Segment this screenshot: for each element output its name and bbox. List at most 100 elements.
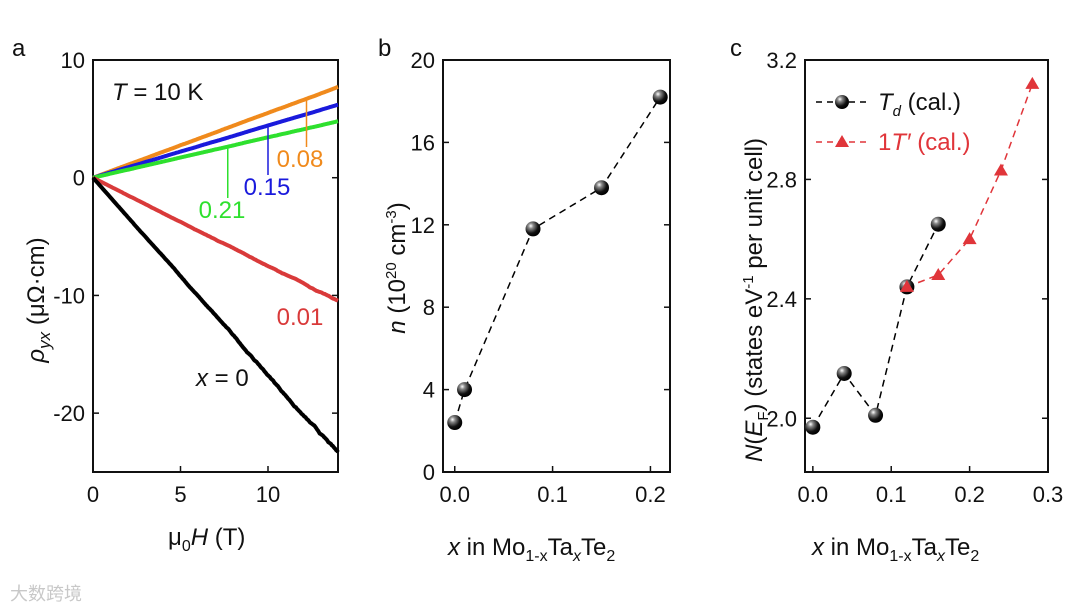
a-xlabel: μ0H (T) [168, 524, 245, 555]
series-label: 0.21 [199, 197, 246, 224]
plot-frame [92, 59, 339, 473]
c-xlabel-sub2: x [936, 548, 946, 565]
c-ylabel-E: E [741, 420, 768, 437]
data-point-td [836, 365, 852, 381]
c-xlabel-in: in Mo [824, 534, 889, 561]
c-ylabel-open: ( [741, 437, 768, 445]
series-line-x0 [91, 176, 340, 454]
panel-b: 0.0 0.1 0.2 0 4 8 12 16 20 [411, 48, 671, 507]
c-xlabel-sub3: 2 [970, 548, 979, 565]
y-tick-label: 3.2 [766, 48, 797, 73]
x-tick-label: 0.2 [635, 482, 666, 507]
c-xlabel-te: Te [945, 534, 970, 561]
series-line-001 [91, 175, 340, 303]
y-tick-label: 8 [423, 295, 435, 320]
y-tick-label: 10 [61, 48, 85, 73]
plot-frame [804, 59, 1049, 473]
data-point-td [805, 419, 821, 435]
b-xlabel-in: in Mo [460, 534, 525, 561]
b-xlabel-sub2: x [572, 548, 582, 565]
c-xlabel: x in Mo1-xTaxTe2 [811, 534, 979, 565]
data-point-1t [962, 232, 977, 245]
y-tick-label: 16 [411, 130, 435, 155]
leg-td-d: d [893, 103, 902, 120]
a-ylabel-rest: (μΩ·cm) [23, 237, 50, 331]
y-tick-label: 2.0 [766, 406, 797, 431]
x-tick-label: 0.2 [954, 482, 985, 507]
a-xlabel-H: H [191, 524, 209, 551]
series-line-sphere [812, 223, 939, 428]
leg-1t-rest: (cal.) [911, 129, 971, 156]
temperature-annotation: T = 10 K [112, 79, 203, 106]
y-tick-label: -10 [53, 283, 85, 308]
series-label: 0.01 [277, 304, 324, 331]
data-point [652, 89, 668, 105]
panel-label-c: c [730, 35, 742, 62]
panel-c: 0.0 0.1 0.2 0.3 2.0 2.4 2.8 3.2 [766, 48, 1063, 507]
x-tick-label: 0.0 [798, 482, 829, 507]
leg-1t-T: T′ [891, 129, 912, 156]
b-ylabel-sup2: -3 [383, 210, 400, 223]
y-tick-label: 0 [423, 460, 435, 485]
c-ylabel-sup: -1 [740, 275, 757, 288]
data-point-1t [993, 163, 1008, 176]
legend-td-label: Td (cal.) [878, 89, 961, 120]
data-point [525, 221, 541, 237]
plot-frame [442, 59, 671, 473]
annot-rest: = 10 K [127, 79, 204, 106]
b-ylabel-sup: 20 [383, 262, 400, 279]
c-ylabel: N(EF) (states eV-1 per unit cell) [740, 138, 772, 462]
y-tick-label: 0 [73, 166, 85, 191]
y-tick-label: -20 [53, 401, 85, 426]
x-tick-label: 0.1 [876, 482, 907, 507]
panel-a: 0 5 10 10 0 -10 -20 0.080.150.21 0.01 [53, 48, 340, 507]
y-tick-label: 4 [423, 378, 435, 403]
x-tick-label: 10 [256, 482, 280, 507]
a-xlabel-rest: (T) [208, 524, 245, 551]
series-line-008 [91, 85, 340, 180]
data-point-td [868, 407, 884, 423]
b-ylabel-close: ) [384, 202, 411, 210]
series-label: 0.15 [244, 174, 291, 201]
a-ylabel: ρyx (μΩ·cm) [23, 237, 54, 363]
c-xlabel-x: x [811, 534, 825, 561]
panel-label-b: b [378, 35, 391, 62]
x-tick-label: 0 [87, 482, 99, 507]
b-xlabel-ta: Ta [548, 534, 574, 561]
y-tick-label: 12 [411, 213, 435, 238]
c-ylabel-end: per unit cell) [741, 138, 768, 275]
y-tick-label: 2.4 [766, 287, 797, 312]
series-line [454, 96, 661, 423]
x-tick-label: 0.0 [439, 482, 470, 507]
annot-T: T [112, 79, 129, 106]
legend-td-marker [835, 95, 849, 109]
b-ylabel-rest: (10 [384, 279, 411, 320]
leg-td-T: T [878, 89, 895, 116]
a-ylabel-sub: yx [35, 331, 54, 350]
data-point-td [930, 216, 946, 232]
a-xlabel-sub: 0 [182, 538, 191, 555]
leg-1t-1: 1 [878, 129, 891, 156]
c-xlabel-sub1: 1-x [889, 548, 911, 565]
legend-1t-label: 1T′ (cal.) [878, 129, 971, 156]
series-line-015 [91, 102, 340, 180]
c-ylabel-N: N [741, 444, 768, 462]
data-point [457, 382, 473, 398]
c-ylabel-F: F [755, 411, 772, 420]
legend: Td (cal.) 1T′ (cal.) [816, 89, 971, 156]
x0-rest: = 0 [208, 365, 249, 392]
label-x0: x = 0 [195, 365, 249, 392]
c-xlabel-ta: Ta [912, 534, 938, 561]
x0-x: x [195, 365, 209, 392]
panel-label-a: a [12, 35, 26, 62]
b-ylabel-n: n [384, 320, 411, 333]
b-xlabel-x: x [447, 534, 461, 561]
x-tick-label: 0.3 [1033, 482, 1064, 507]
data-point [447, 415, 463, 431]
a-ylabel-rho: ρ [23, 349, 50, 364]
x-tick-label: 5 [174, 482, 186, 507]
data-point [594, 180, 610, 196]
b-ylabel: n (1020 cm-3) [383, 202, 411, 333]
watermark: 大数跨境 [10, 584, 82, 605]
